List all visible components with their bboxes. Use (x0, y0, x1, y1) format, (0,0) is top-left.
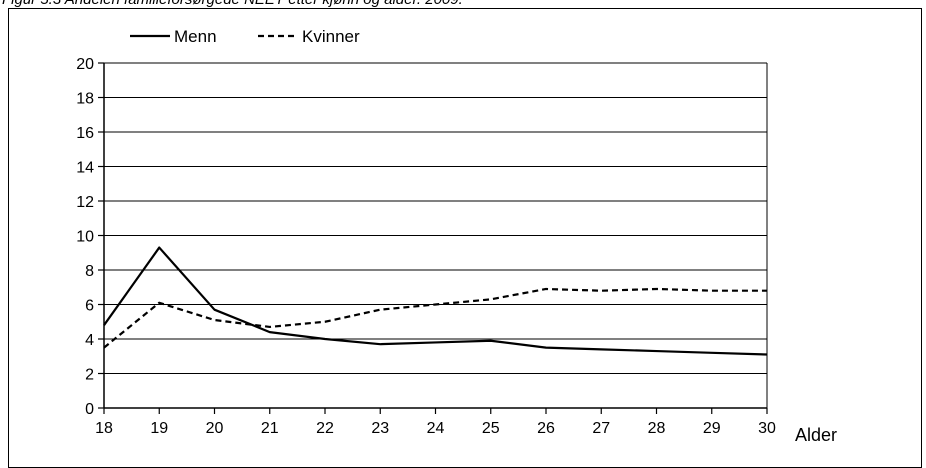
x-tick-label-18: 18 (95, 420, 113, 437)
y-tick-label-18: 18 (76, 91, 94, 108)
x-tick-label-22: 22 (316, 420, 334, 437)
y-tick-label-6: 6 (85, 298, 94, 315)
x-tick-label-25: 25 (482, 420, 500, 437)
x-tick-label-28: 28 (648, 420, 666, 437)
x-tick-labels: 18 19 20 21 22 23 24 25 26 27 28 29 30 (95, 420, 776, 437)
y-tick-label-14: 14 (76, 160, 94, 177)
x-tick-label-19: 19 (150, 420, 168, 437)
series-line-menn (104, 248, 767, 355)
x-tick-label-29: 29 (703, 420, 721, 437)
y-tick-label-10: 10 (76, 229, 94, 246)
y-tick-label-2: 2 (85, 367, 94, 384)
y-tick-label-0: 0 (85, 401, 94, 418)
x-tick-label-30: 30 (758, 420, 776, 437)
axes (98, 63, 767, 414)
x-tick-label-26: 26 (537, 420, 555, 437)
y-tick-label-16: 16 (76, 125, 94, 142)
legend-label-menn: Menn (174, 27, 217, 46)
x-tick-label-27: 27 (592, 420, 610, 437)
series-lines (104, 248, 767, 355)
gridlines (104, 63, 767, 408)
y-tick-label-12: 12 (76, 194, 94, 211)
y-tick-label-20: 20 (76, 56, 94, 73)
y-tick-labels: 0 2 4 6 8 10 12 14 16 18 20 (76, 56, 94, 418)
y-tick-label-4: 4 (85, 332, 94, 349)
x-tick-label-21: 21 (261, 420, 279, 437)
legend: Menn Kvinner (130, 27, 360, 46)
x-tick-label-20: 20 (206, 420, 224, 437)
x-tick-label-23: 23 (371, 420, 389, 437)
x-tick-label-24: 24 (427, 420, 445, 437)
y-tick-label-8: 8 (85, 263, 94, 280)
x-axis-label: Alder (795, 425, 837, 445)
legend-label-kvinner: Kvinner (302, 27, 360, 46)
